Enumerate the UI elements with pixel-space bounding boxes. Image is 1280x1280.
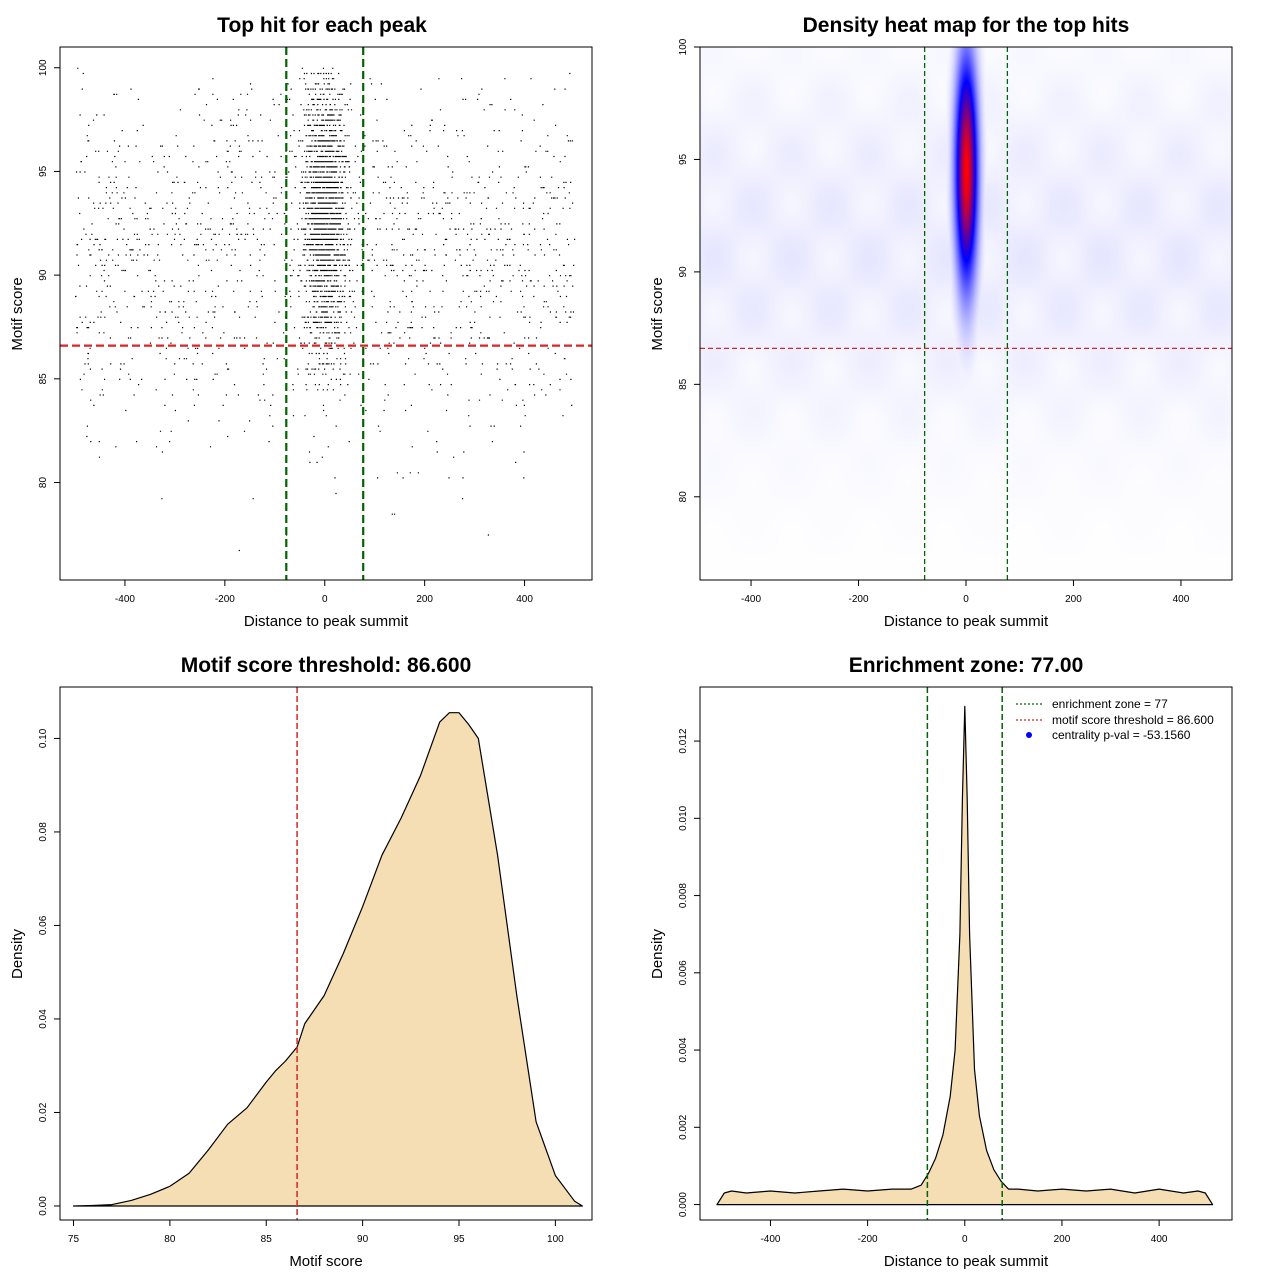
scatter-y-tick-label: 90 xyxy=(38,269,49,281)
heatmap-ylabel: Motif score xyxy=(649,277,666,350)
distance-density-legend: enrichment zone = 77 motif score thresho… xyxy=(1016,697,1214,742)
distance-density-ylabel: Density xyxy=(649,928,666,979)
panel-heatmap: Density heat map for the top hits Distan… xyxy=(649,14,1233,630)
score-density-x-axis: 75 80 85 90 95 100 xyxy=(68,1219,564,1245)
scatter-x-tick-label: 400 xyxy=(516,594,533,605)
scatter-plot-frame xyxy=(59,46,593,581)
distance-density-y-tick-label: 0.004 xyxy=(678,1037,689,1062)
panel-score-density: Motif score threshold: 86.600 Motif scor… xyxy=(9,654,593,1270)
panel-distance-density: Enrichment zone: 77.00 Distance to peak … xyxy=(649,654,1233,1270)
heatmap-x-tick-label: 400 xyxy=(1173,594,1190,605)
distance-density-y-tick-label: 0.010 xyxy=(678,805,689,830)
heatmap-field xyxy=(700,47,1232,580)
score-density-title: Motif score threshold: 86.600 xyxy=(181,654,472,677)
panel-scatter: Top hit for each peak Distance to peak s… xyxy=(9,14,593,630)
score-density-area xyxy=(72,712,583,1207)
heatmap-y-tick-label: 80 xyxy=(678,491,689,503)
distance-density-y-axis: 0.000 0.002 0.004 0.006 0.008 0.010 0.012 xyxy=(678,728,701,1217)
score-density-y-tick-label: 0.06 xyxy=(38,915,49,935)
score-density-curve xyxy=(72,712,583,1207)
scatter-x-tick-label: 200 xyxy=(416,594,433,605)
distance-density-x-tick-label: 0 xyxy=(962,1234,968,1245)
scatter-xlabel: Distance to peak summit xyxy=(244,613,409,630)
distance-density-y-tick-label: 0.006 xyxy=(678,960,689,985)
score-density-ylabel: Density xyxy=(9,928,26,979)
scatter-y-tick-label: 85 xyxy=(38,373,49,385)
scatter-x-tick-label: 0 xyxy=(322,594,328,605)
scatter-y-tick-label: 100 xyxy=(38,59,49,76)
heatmap-y-tick-label: 100 xyxy=(678,38,689,55)
distance-density-area xyxy=(716,705,1214,1206)
score-density-y-axis: 0.00 0.02 0.04 0.06 0.08 0.10 xyxy=(38,728,61,1216)
score-density-x-tick-label: 80 xyxy=(164,1234,176,1245)
heatmap-field-wrapper xyxy=(700,47,1232,580)
distance-density-y-tick-label: 0.002 xyxy=(678,1114,689,1139)
distance-density-reference-lines xyxy=(926,687,1003,1220)
scatter-x-axis: -400 -200 0 200 400 xyxy=(115,579,533,605)
distance-density-plot-frame xyxy=(699,686,1233,1221)
distance-density-x-tick-label: 400 xyxy=(1151,1234,1168,1245)
distance-density-y-tick-label: 0.000 xyxy=(678,1192,689,1217)
score-density-x-tick-label: 85 xyxy=(261,1234,273,1245)
distance-density-title: Enrichment zone: 77.00 xyxy=(849,654,1084,677)
scatter-y-axis: 80 85 90 95 100 xyxy=(38,59,61,489)
distance-density-y-tick-label: 0.008 xyxy=(678,883,689,908)
score-density-y-tick-label: 0.08 xyxy=(38,822,49,842)
scatter-points xyxy=(75,67,576,552)
distance-density-x-axis: -400 -200 0 200 400 xyxy=(760,1219,1168,1245)
score-density-y-tick-label: 0.00 xyxy=(38,1196,49,1216)
scatter-y-tick-label: 80 xyxy=(38,477,49,489)
score-density-plot-frame xyxy=(59,686,593,1221)
scatter-title: Top hit for each peak xyxy=(217,14,427,37)
score-density-x-tick-label: 100 xyxy=(547,1234,564,1245)
heatmap-xlabel: Distance to peak summit xyxy=(884,613,1049,630)
legend-enrichment-zone-label: enrichment zone = 77 xyxy=(1052,697,1168,711)
scatter-ylabel: Motif score xyxy=(9,277,26,350)
score-density-y-tick-label: 0.10 xyxy=(38,728,49,748)
legend-centrality-dot xyxy=(1026,732,1032,738)
score-density-y-tick-label: 0.04 xyxy=(38,1009,49,1029)
scatter-x-tick-label: -400 xyxy=(115,594,135,605)
scatter-x-tick-label: -200 xyxy=(215,594,235,605)
score-density-xlabel: Motif score xyxy=(289,1253,362,1270)
heatmap-y-tick-label: 85 xyxy=(678,378,689,390)
scatter-y-tick-label: 95 xyxy=(38,165,49,177)
heatmap-x-tick-label: 0 xyxy=(963,594,969,605)
distance-density-x-tick-label: -200 xyxy=(858,1234,878,1245)
scatter-point-cloud xyxy=(75,67,576,552)
heatmap-x-tick-label: 200 xyxy=(1065,594,1082,605)
score-density-x-tick-label: 95 xyxy=(453,1234,465,1245)
distance-density-xlabel: Distance to peak summit xyxy=(884,1253,1049,1270)
heatmap-x-tick-label: -400 xyxy=(741,594,761,605)
heatmap-reference-lines xyxy=(700,47,1232,580)
distance-density-x-tick-label: -400 xyxy=(760,1234,780,1245)
distance-density-curve xyxy=(716,705,1214,1206)
heatmap-title: Density heat map for the top hits xyxy=(803,14,1130,37)
score-density-x-tick-label: 90 xyxy=(357,1234,369,1245)
legend-threshold-label: motif score threshold = 86.600 xyxy=(1052,713,1214,727)
score-density-x-tick-label: 75 xyxy=(68,1234,80,1245)
heatmap-x-tick-label: -200 xyxy=(849,594,869,605)
legend-centrality-label: centrality p-val = -53.1560 xyxy=(1052,728,1191,742)
scatter-reference-lines xyxy=(60,47,592,580)
distance-density-y-tick-label: 0.012 xyxy=(678,728,689,753)
heatmap-plot-frame xyxy=(699,46,1233,581)
heatmap-x-axis: -400 -200 0 200 400 xyxy=(741,579,1190,605)
heatmap-y-tick-label: 90 xyxy=(678,266,689,278)
heatmap-y-axis: 80 85 90 95 100 xyxy=(678,38,701,503)
distance-density-x-tick-label: 200 xyxy=(1054,1234,1071,1245)
score-density-y-tick-label: 0.02 xyxy=(38,1102,49,1122)
heatmap-y-tick-label: 95 xyxy=(678,153,689,165)
